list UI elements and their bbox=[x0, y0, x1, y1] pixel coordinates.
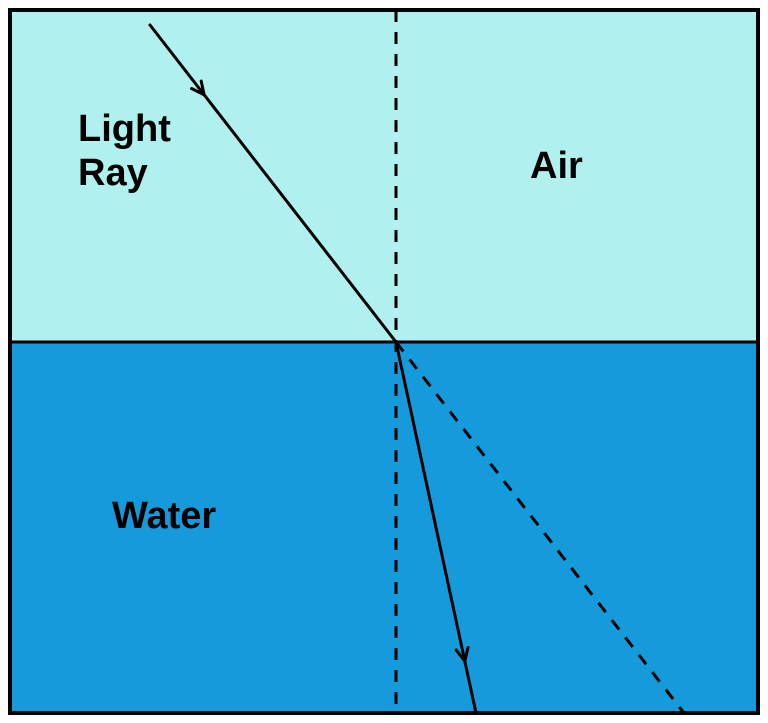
label-water: Water bbox=[112, 495, 216, 539]
refraction-diagram: Light Ray Air Water bbox=[0, 0, 768, 723]
label-light-ray: Light Ray bbox=[78, 108, 171, 195]
label-air: Air bbox=[530, 145, 583, 189]
